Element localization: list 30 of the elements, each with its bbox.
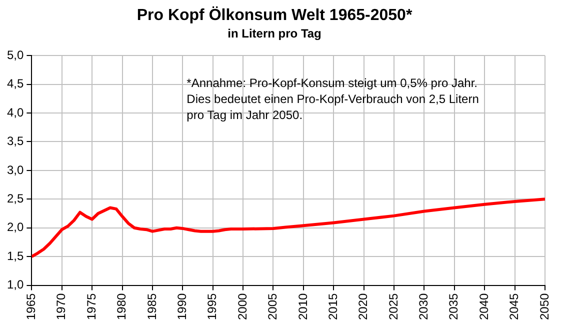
chart-subtitle: in Litern pro Tag (228, 26, 322, 41)
x-tick-label: 2005 (266, 292, 280, 320)
x-tick-label: 1965 (24, 292, 38, 320)
x-tick-label: 2000 (235, 292, 250, 320)
x-tick-label: 2040 (476, 292, 491, 320)
x-tick-label: 2035 (446, 292, 461, 320)
y-tick-label: 2,0 (6, 220, 24, 234)
y-tick-label: 1,0 (6, 278, 24, 292)
x-tick-label: 2010 (296, 292, 310, 320)
y-tick-label: 3,5 (6, 134, 24, 148)
chart-title: Pro Kopf Ölkonsum Welt 1965-2050* (136, 6, 413, 24)
y-tick-label: 1,5 (6, 248, 24, 263)
x-tick-label: 1995 (205, 292, 220, 320)
y-tick-label: 5,0 (6, 48, 24, 62)
x-tick-label: 2050 (537, 292, 552, 320)
x-tick-label: 1975 (84, 292, 98, 320)
x-tick-label: 1985 (144, 292, 159, 320)
y-tick-label: 3,0 (6, 162, 24, 177)
x-tick-label: 2025 (386, 292, 400, 320)
y-tick-label: 4,5 (6, 76, 24, 91)
y-tick-label: 4,0 (6, 105, 24, 120)
x-tick-label: 1990 (174, 292, 189, 320)
x-tick-label: 2045 (507, 292, 522, 320)
annotation: *Annahme: Pro-Kopf-Konsum steigt um 0,5% pro Jahr. Dies bedeutet einen Pro-Kopf-Verbrauch von 2,5 Litern pro Tag im Jahr 2050. (186, 76, 479, 122)
x-tick-label: 2030 (416, 292, 431, 320)
x-tick-label: 2020 (356, 292, 370, 320)
y-tick-label: 2,5 (6, 191, 24, 206)
x-tick-label: 2015 (326, 292, 340, 320)
x-tick-label: 1980 (114, 292, 129, 320)
x-tick-label: 1970 (54, 292, 68, 320)
